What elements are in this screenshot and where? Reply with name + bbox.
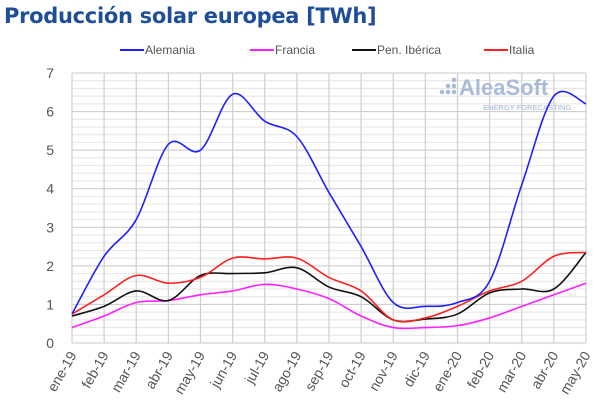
y-tick-label: 0 [46,335,54,351]
y-tick-label: 1 [46,296,54,312]
x-tick-label: ene-19 [44,348,80,394]
legend-item: Pen. Ibérica [352,43,441,57]
logo-dot [451,77,457,83]
logo-dot [445,89,451,95]
legend-label: Francia [275,43,315,57]
logo-tagline: ENERGY FORECASTING [483,103,571,112]
chart-title: Producción solar europea [TWh] [4,4,377,28]
x-tick-label: jun-19 [206,348,240,391]
y-tick-label: 7 [46,65,54,81]
logo-dot [451,83,457,89]
x-tick-label: dic-19 [400,348,433,389]
legend-label: Italia [509,43,535,57]
x-tick-label: abr-20 [527,348,561,391]
series-line-italia [71,251,587,323]
x-tick-label: may-20 [556,348,593,397]
legend-item: Alemania [120,43,195,57]
legend-label: Alemania [145,43,195,57]
x-tick-label: ene-20 [429,348,465,394]
y-tick-label: 6 [46,104,54,120]
series-line-francia [71,282,587,330]
legend-item: Francia [250,43,315,57]
x-tick-label: jul-19 [241,348,273,387]
x-tick-label: feb-19 [78,348,112,391]
series-line-pen-ib-rica [71,251,587,323]
aleasoft-logo: AleaSoft ENERGY FORECASTING [439,75,571,112]
x-tick-label: oct-19 [335,348,368,390]
logo-dot [439,89,445,95]
x-tick-label: nov-19 [366,348,401,393]
logo-text: AleaSoft [459,75,549,100]
logo-dot [451,89,457,95]
y-tick-label: 3 [46,219,54,235]
y-tick-label: 4 [46,181,54,197]
x-tick-label: abr-19 [142,348,176,391]
y-tick-label: 5 [46,142,54,158]
x-tick-label: mar-19 [108,348,144,395]
y-tick-label: 2 [46,258,54,274]
x-tick-label: may-19 [171,348,208,397]
x-tick-label: mar-20 [493,348,529,395]
legend-label: Pen. Ibérica [377,43,441,57]
x-tick-label: sep-19 [301,348,336,393]
series-line-alemania [71,90,587,315]
x-tick-label: feb-20 [464,348,498,391]
x-tick-label: ago-19 [269,348,305,394]
logo-dot [445,83,451,89]
legend-item: Italia [484,43,535,57]
